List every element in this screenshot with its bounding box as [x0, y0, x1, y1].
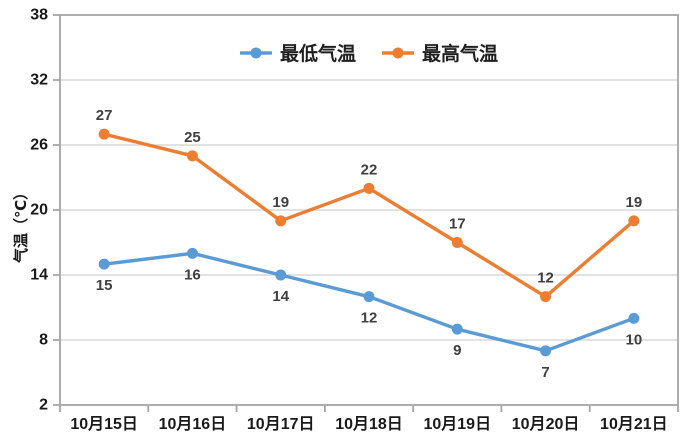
- x-tick-label: 10月19日: [423, 415, 491, 433]
- data-label: 14: [272, 288, 289, 305]
- max-temp-point: [275, 215, 287, 227]
- data-label: 19: [626, 194, 643, 211]
- data-label: 15: [96, 277, 113, 294]
- data-label: 25: [184, 129, 201, 146]
- y-tick-label: 14: [30, 267, 48, 284]
- y-tick-label: 32: [30, 72, 48, 89]
- x-tick-label: 10月20日: [512, 415, 580, 433]
- x-tick-label: 10月16日: [159, 415, 227, 433]
- data-label: 12: [361, 310, 378, 327]
- min-temp-point: [98, 258, 110, 270]
- y-tick-label: 8: [39, 332, 48, 349]
- min-temp-point: [363, 291, 375, 303]
- y-tick-label: 2: [39, 397, 48, 414]
- y-tick-label: 20: [30, 202, 48, 219]
- x-tick-label: 10月17日: [247, 415, 315, 433]
- data-label: 9: [453, 342, 461, 359]
- max-temp-point: [363, 182, 375, 194]
- y-tick-label: 38: [30, 7, 48, 24]
- y-axis-title: 气温（℃）: [13, 184, 30, 263]
- min-temp-point: [451, 323, 463, 335]
- max-temp-point: [451, 237, 463, 248]
- data-label: 22: [361, 161, 378, 178]
- data-label: 16: [184, 266, 201, 283]
- min-temp-point: [540, 345, 552, 357]
- data-label: 17: [449, 216, 466, 233]
- data-label: 19: [272, 194, 289, 211]
- data-label: 27: [96, 107, 113, 124]
- max-temp-point: [628, 215, 640, 227]
- data-label: 10: [626, 331, 643, 348]
- y-tick-label: 26: [30, 137, 48, 154]
- max-temp-point: [540, 291, 552, 303]
- max-temp-point: [98, 128, 110, 140]
- min-temp-point: [628, 312, 640, 324]
- x-tick-label: 10月18日: [335, 415, 403, 433]
- min-temp-point: [186, 247, 198, 259]
- x-tick-label: 10月21日: [600, 415, 668, 433]
- x-tick-label: 10月15日: [70, 415, 138, 433]
- min-temp-point: [275, 269, 287, 281]
- max-temp-point: [186, 150, 198, 162]
- data-label: 7: [541, 364, 549, 381]
- data-label: 12: [537, 270, 554, 287]
